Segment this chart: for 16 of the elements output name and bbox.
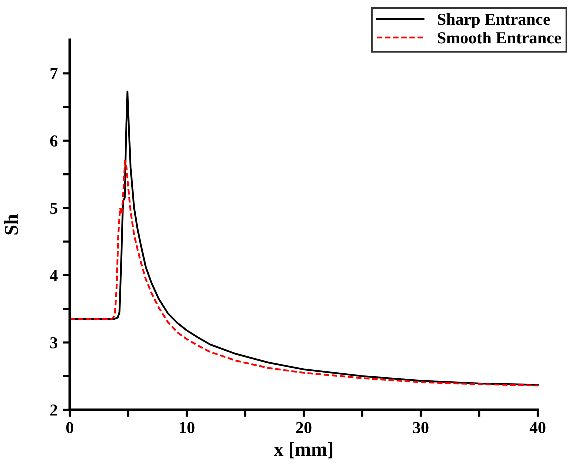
line-series (69, 160, 539, 387)
y-tick-label: 5 (50, 203, 58, 214)
x-tick-label: 20 (296, 422, 312, 434)
x-tick-label: 0 (66, 422, 74, 434)
x-tick-label: 30 (413, 422, 429, 434)
y-axis-title: Sh (4, 214, 18, 235)
legend-label: Sharp Entrance (438, 13, 550, 29)
x-tick-label: 40 (530, 422, 546, 434)
x-tick-label: 10 (180, 422, 195, 434)
y-tick-label: 7 (50, 68, 58, 80)
legend-label: Smooth Entrance (438, 32, 562, 44)
y-tick-label: 6 (50, 136, 58, 147)
x-axis-title: x [mm] (274, 442, 333, 459)
y-tick-label: 2 (50, 404, 58, 416)
y-tick-label: 3 (50, 337, 58, 349)
y-tick-label: 4 (50, 270, 58, 282)
